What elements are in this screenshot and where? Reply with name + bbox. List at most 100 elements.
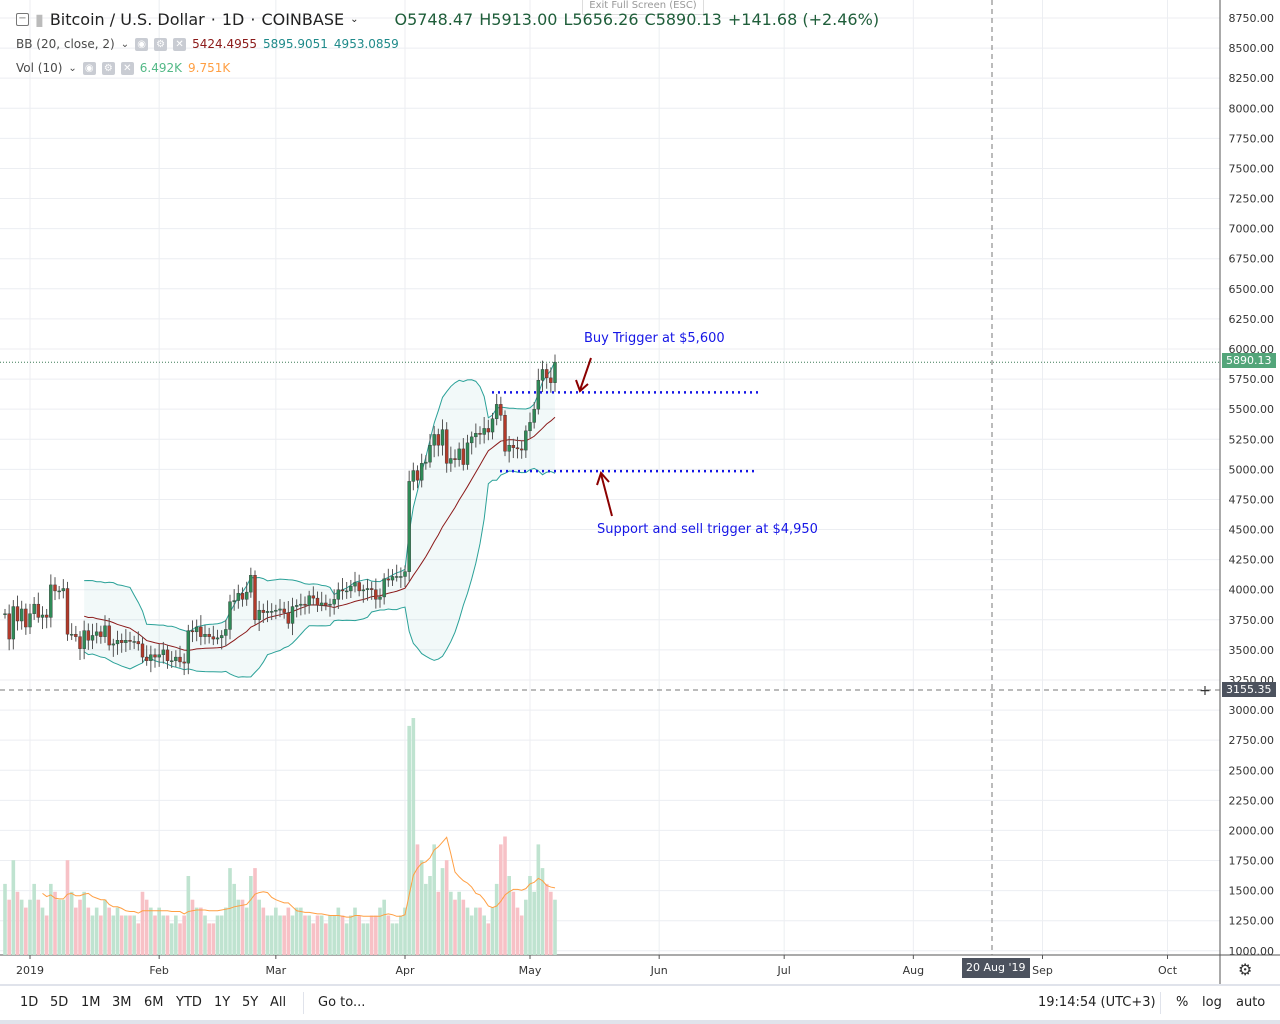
candle — [532, 408, 536, 423]
candle — [82, 630, 86, 649]
volume-bar — [282, 915, 286, 955]
exit-fullscreen-button[interactable]: Exit Full Screen (ESC) — [582, 0, 704, 15]
bb-label[interactable]: BB (20, close, 2) — [16, 37, 115, 51]
range-1m[interactable]: 1M — [81, 995, 101, 1010]
buy-trigger-annotation[interactable]: Buy Trigger at $5,600 — [584, 331, 725, 346]
volume-bar — [465, 907, 470, 955]
volume-bar — [365, 923, 370, 955]
date-tick-label: Aug — [903, 964, 924, 977]
candle — [253, 575, 257, 620]
gear-icon[interactable]: ⚙ — [154, 37, 168, 51]
volume-bar — [553, 899, 557, 955]
date-tick-label: Feb — [149, 964, 168, 977]
price-tick-label: 8250.00 — [1229, 72, 1275, 85]
range-6m[interactable]: 6M — [144, 995, 164, 1010]
gear-icon[interactable]: ⚙ — [101, 61, 115, 75]
volume-bar — [344, 923, 349, 955]
candle — [424, 461, 428, 464]
vol-ma-value: 9.751K — [188, 61, 231, 75]
range-all[interactable]: All — [270, 995, 287, 1010]
candle — [119, 640, 124, 643]
interval[interactable]: 1D — [221, 10, 245, 29]
volume-bar — [40, 907, 45, 955]
exchange[interactable]: COINBASE — [261, 10, 345, 29]
eye-icon[interactable]: ◉ — [135, 37, 149, 51]
volume-bar — [86, 907, 91, 955]
ohlc-low: L5656.26 — [563, 10, 639, 29]
range-5y[interactable]: 5Y — [242, 995, 259, 1010]
range-1d[interactable]: 1D — [20, 995, 39, 1010]
range-ytd[interactable]: YTD — [176, 995, 202, 1010]
settings-gear-icon[interactable]: ⚙ — [1238, 960, 1253, 979]
candle — [224, 629, 228, 636]
candle — [394, 576, 399, 578]
volume-bar — [532, 891, 536, 955]
candle — [374, 589, 378, 600]
candle — [353, 582, 357, 587]
bollinger-upper — [84, 360, 556, 633]
price-chart[interactable]: 8750.00 8500.00 8250.00 8000.00 7750.00 7500.… — [0, 0, 1280, 984]
range-5d[interactable]: 5D — [50, 995, 69, 1010]
candle — [369, 588, 374, 590]
price-tick-label: 5250.00 — [1229, 433, 1275, 446]
support-annotation[interactable]: Support and sell trigger at $4,950 — [597, 522, 818, 537]
flag-icon: ▮ — [35, 10, 44, 29]
chevron-down-icon[interactable]: ⌄ — [68, 62, 77, 74]
volume-bar — [540, 868, 545, 955]
candle — [136, 641, 141, 645]
candle — [478, 433, 482, 435]
volume-bar — [453, 899, 457, 955]
volume-bar — [469, 915, 474, 955]
price-tick-label: 2750.00 — [1229, 734, 1275, 747]
range-3m[interactable]: 3M — [112, 995, 132, 1010]
date-tick-label: Jul — [777, 964, 791, 977]
volume-bar — [294, 907, 299, 955]
candle — [390, 576, 395, 581]
volume-bar — [115, 907, 120, 955]
price-tick-label: 5000.00 — [1229, 463, 1275, 476]
ohlc-change: +141.68 (+2.46%) — [727, 10, 880, 29]
volume-bar — [394, 923, 399, 955]
chevron-down-icon[interactable]: ⌄ — [350, 14, 359, 25]
volume-bar — [36, 899, 41, 955]
auto-toggle[interactable]: auto — [1236, 995, 1266, 1010]
goto-button[interactable]: Go to... — [318, 995, 366, 1010]
eye-icon[interactable]: ◉ — [82, 61, 96, 75]
ohlc-high: H5913.00 — [479, 10, 558, 29]
price-tick-label: 8500.00 — [1229, 42, 1275, 55]
log-toggle[interactable]: log — [1202, 995, 1222, 1010]
volume-bar — [482, 915, 486, 955]
volume-bar — [328, 915, 332, 955]
volume-bar — [244, 907, 249, 955]
volume-bar — [549, 891, 553, 955]
close-icon[interactable]: ✕ — [173, 37, 187, 51]
candle — [219, 635, 224, 639]
close-icon[interactable]: ✕ — [120, 61, 134, 75]
candle — [315, 597, 320, 606]
candle — [378, 596, 382, 600]
price-tick-label: 1750.00 — [1229, 855, 1275, 868]
volume-bar — [353, 907, 357, 955]
candle — [411, 470, 416, 482]
candle — [328, 603, 332, 606]
volume-bar — [57, 899, 61, 955]
clock[interactable]: 19:14:54 (UTC+3) — [1038, 995, 1156, 1010]
chevron-down-icon[interactable]: ⌄ — [120, 38, 130, 50]
range-1y[interactable]: 1Y — [214, 995, 231, 1010]
symbol-name[interactable]: Bitcoin / U.S. Dollar — [49, 10, 205, 29]
volume-bar — [507, 876, 511, 955]
price-tick-label: 4000.00 — [1229, 584, 1275, 597]
candle — [24, 608, 28, 628]
bb-upper-value: 5895.9051 — [263, 37, 328, 51]
candle — [132, 641, 136, 643]
vol-label[interactable]: Vol (10) — [16, 61, 63, 75]
bb-legend: BB (20, close, 2) ⌄ ◉ ⚙ ✕ 5424.4955 5895.90… — [16, 37, 399, 51]
volume-bar — [140, 891, 145, 955]
volume-bar — [161, 915, 166, 955]
candle — [503, 414, 507, 452]
volume-bar — [28, 899, 32, 955]
last-price-label: 5890.13 — [1222, 353, 1276, 368]
candle — [65, 588, 70, 635]
collapse-icon[interactable]: − — [16, 13, 29, 26]
percent-toggle[interactable]: % — [1176, 995, 1189, 1010]
